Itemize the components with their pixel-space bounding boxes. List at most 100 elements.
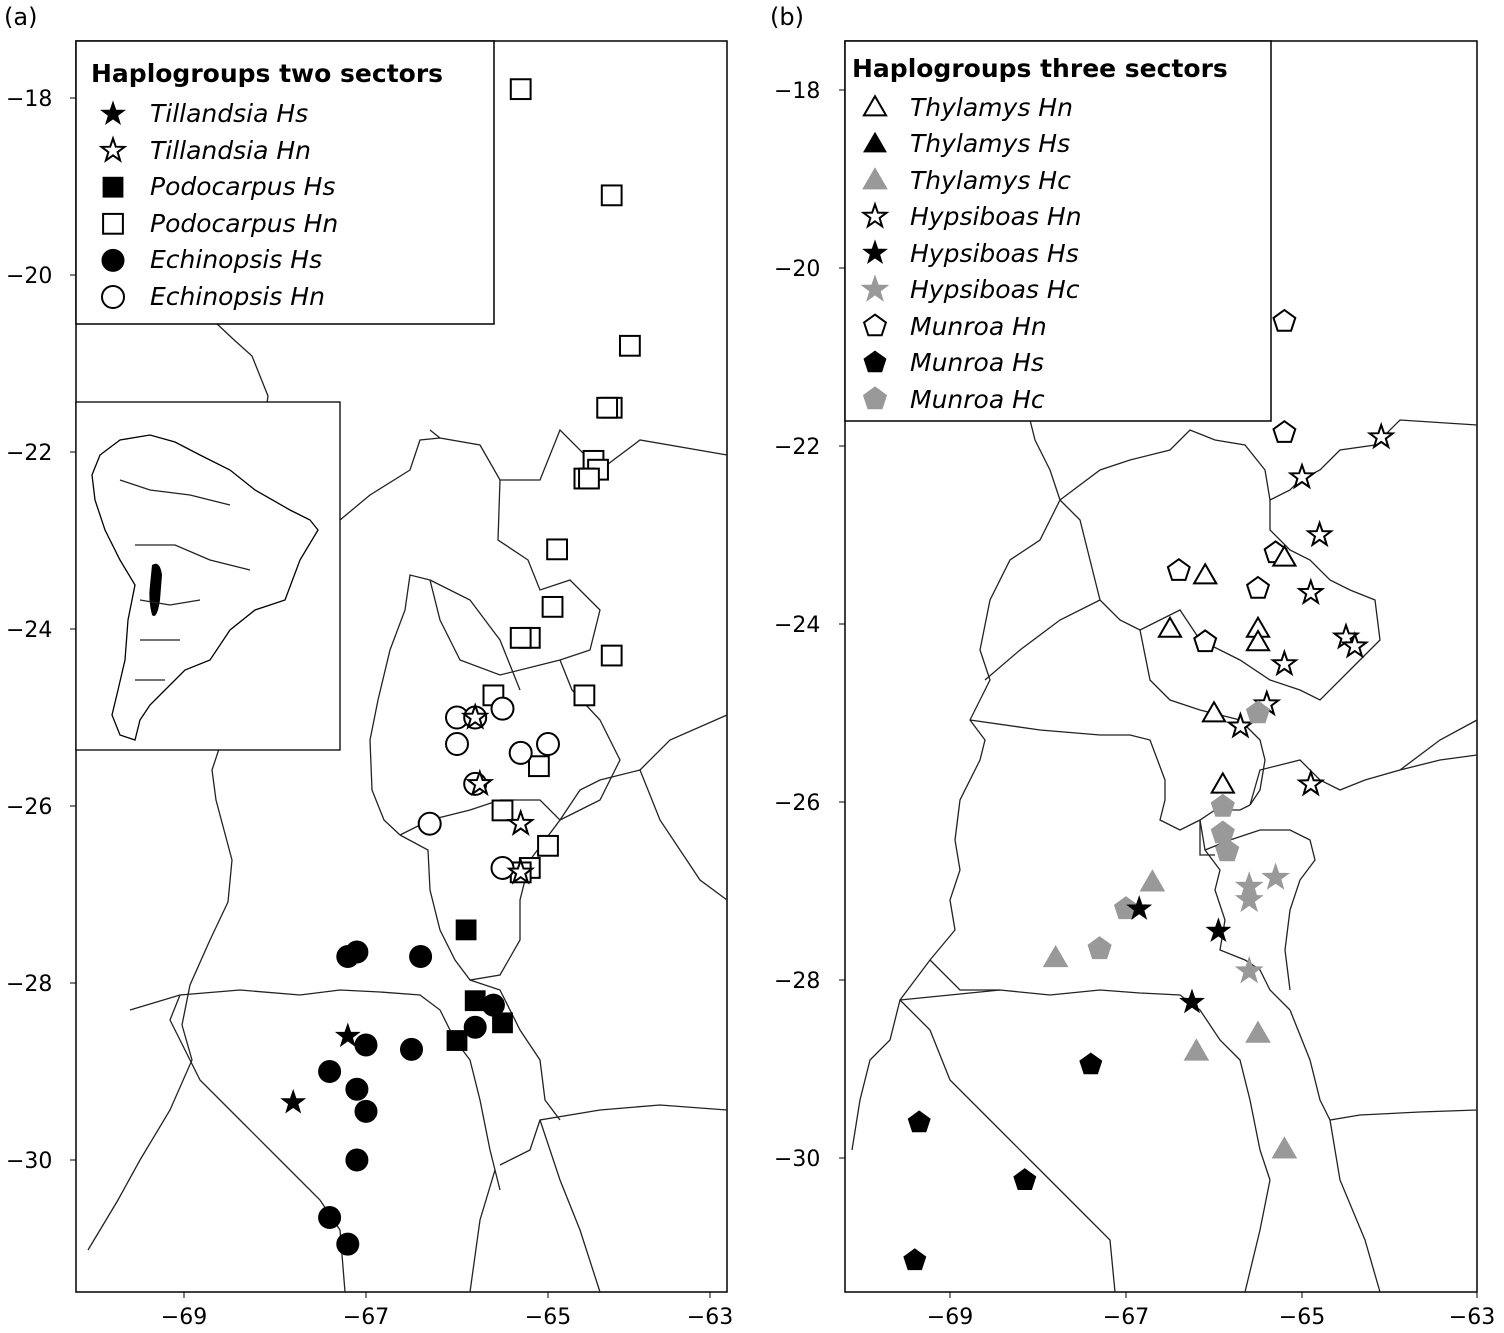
legend-a-entry-2: Tillandsia Hn — [150, 136, 311, 165]
podocarpus-hn-marker — [528, 755, 550, 778]
podocarpus-hs-marker — [492, 1012, 513, 1034]
panel-a-y-tick-4: −24 — [6, 618, 52, 643]
munroa-hs-marker — [1013, 1168, 1037, 1190]
legend-b-entry-4: Hypsiboas Hn — [910, 202, 1082, 231]
echinopsis-hs-marker — [318, 1206, 342, 1230]
legend-a-entry-3: Podocarpus Hs — [150, 172, 335, 201]
echinopsis-hs-marker — [409, 944, 433, 968]
munroa-hc-marker — [1113, 896, 1139, 920]
hypsiboas-hs-marker — [1179, 988, 1205, 1014]
munroa-hn-marker — [1272, 419, 1297, 443]
podocarpus-hn-marker — [509, 626, 532, 649]
panel-b-y-axis: −18 −20 −22 −24 −26 −28 −30 — [774, 79, 845, 1172]
legend-b-symbol — [862, 313, 888, 337]
legend-b-symbol — [863, 350, 887, 373]
legend-a-entry-6: Echinopsis Hn — [150, 282, 325, 311]
panel-a-x-tick-1: −69 — [161, 1305, 207, 1330]
podocarpus-hn-marker — [596, 396, 619, 419]
thylamys-hc-marker — [1183, 1038, 1210, 1061]
panel-b-legend-title: Haplogroups three sectors — [852, 54, 1228, 83]
podocarpus-hs-marker — [446, 1030, 468, 1051]
panel-a-y-axis: −18 −20 −22 −24 −26 −28 −30 — [6, 87, 76, 1174]
echinopsis-hs-marker — [345, 1077, 369, 1101]
panel-b-label: (b) — [770, 3, 804, 31]
legend-a-symbol — [101, 248, 125, 272]
legend-a-symbol — [101, 285, 125, 309]
legend-b-symbol — [860, 201, 890, 229]
munroa-hc-marker — [1215, 838, 1240, 862]
inset-south-america-map — [75, 401, 341, 751]
thylamys-hc-marker — [1245, 1020, 1271, 1043]
tillandsia-hn-marker — [465, 768, 495, 797]
echinopsis-hs-marker — [318, 1060, 342, 1083]
legend-a-entry-4: Podocarpus Hn — [150, 209, 338, 238]
echinopsis-hs-marker — [463, 1015, 487, 1039]
panel-a-x-axis: −69 −67 −65 −63 — [161, 1292, 733, 1330]
munroa-hn-marker — [1245, 575, 1271, 599]
podocarpus-hn-marker — [578, 467, 600, 490]
podocarpus-hs-marker — [455, 919, 477, 941]
thylamys-hc-marker — [1042, 945, 1069, 968]
legend-b-symbol — [860, 274, 890, 302]
tillandsia-hs-marker — [334, 1022, 361, 1048]
munroa-hs-marker — [907, 1110, 931, 1133]
panel-b-y-tick-5: −26 — [774, 791, 820, 816]
hypsiboas-hs-marker — [1126, 895, 1153, 920]
munroa-hc-marker — [1245, 700, 1271, 724]
panel-a-x-tick-2: −67 — [343, 1305, 389, 1330]
podocarpus-hn-marker — [600, 644, 623, 667]
legend-b-entry-7: Munroa Hn — [910, 312, 1047, 341]
hypsiboas-hn-marker — [1269, 648, 1299, 677]
legend-b-symbol — [862, 94, 888, 117]
legend-b-symbol — [862, 386, 888, 410]
podocarpus-hn-marker — [619, 334, 641, 357]
panel-b-y-tick-3: −22 — [774, 435, 820, 460]
podocarpus-hn-marker — [546, 538, 569, 561]
panel-b-y-tick-4: −24 — [774, 613, 820, 638]
thylamys-hn-marker — [1245, 629, 1271, 652]
panel-a-x-tick-3: −65 — [525, 1305, 571, 1330]
tillandsia-hn-marker — [506, 808, 536, 836]
panel-b-markers — [903, 308, 1396, 1271]
panel-a-y-tick-1: −18 — [6, 87, 52, 112]
thylamys-hc-marker — [1271, 1136, 1298, 1159]
panel-a-y-tick-6: −28 — [6, 972, 52, 997]
echinopsis-hn-marker — [417, 811, 442, 836]
legend-a-entry-5: Echinopsis Hs — [150, 245, 322, 274]
hypsiboas-hn-marker — [1305, 519, 1335, 548]
legend-a-symbol — [102, 212, 124, 235]
echinopsis-hs-marker — [345, 940, 369, 964]
panel-a-y-tick-2: −20 — [6, 264, 52, 289]
legend-b-entry-8: Munroa Hs — [910, 348, 1044, 377]
thylamys-hn-marker — [1271, 544, 1298, 567]
panel-b-legend: Haplogroups three sectors Thylamys Hn Th… — [844, 40, 1272, 422]
podocarpus-hn-marker — [541, 595, 564, 618]
panel-a-y-tick-3: −22 — [6, 441, 52, 466]
echinopsis-hs-marker — [400, 1037, 423, 1061]
podocarpus-hn-marker — [573, 684, 596, 707]
legend-b-symbol — [862, 239, 888, 265]
panel-b-x-tick-2: −67 — [1103, 1305, 1149, 1330]
legend-b-entry-2: Thylamys Hs — [910, 129, 1070, 158]
munroa-hs-marker — [903, 1248, 927, 1271]
munroa-hn-marker — [1166, 557, 1191, 581]
legend-b-entry-5: Hypsiboas Hs — [910, 239, 1079, 268]
panel-b-borders — [851, 419, 1478, 1293]
podocarpus-hn-marker — [509, 78, 532, 101]
echinopsis-hn-marker — [490, 696, 515, 721]
echinopsis-hn-marker — [508, 740, 533, 765]
hypsiboas-hn-marker — [1340, 631, 1370, 659]
hypsiboas-hn-marker — [1366, 421, 1396, 450]
munroa-hc-marker — [1087, 936, 1112, 960]
panel-b-x-tick-3: −65 — [1279, 1305, 1325, 1330]
munroa-hn-marker — [1272, 308, 1297, 332]
thylamys-hn-marker — [1209, 771, 1236, 794]
echinopsis-hs-marker — [354, 1099, 378, 1123]
hypsiboas-hs-marker — [1205, 917, 1232, 943]
hypsiboas-hn-marker — [1287, 462, 1317, 490]
echinopsis-hs-marker — [336, 1232, 360, 1256]
thylamys-hc-marker — [1139, 869, 1166, 892]
thylamys-hn-marker — [1201, 700, 1227, 723]
tillandsia-hs-marker — [280, 1088, 307, 1114]
legend-b-entry-6: Hypsiboas Hc — [910, 275, 1080, 304]
